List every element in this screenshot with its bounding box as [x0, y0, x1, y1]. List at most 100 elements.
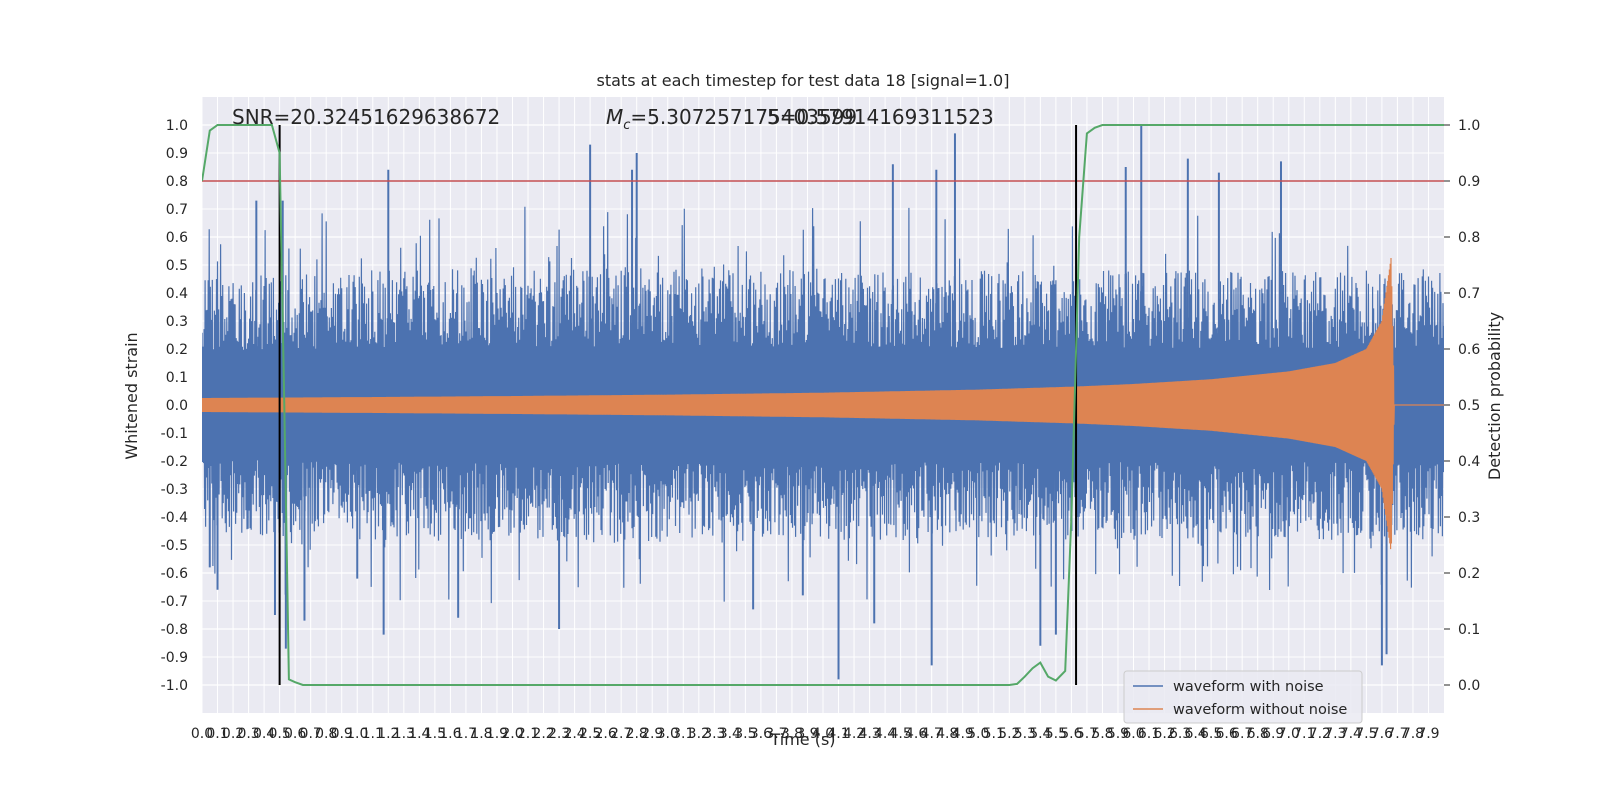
x-tick-label: 5.6 [1060, 726, 1082, 742]
x-tick-label: 1.7 [455, 726, 477, 742]
y-tick-label: 0.0 [166, 398, 188, 414]
legend-entry-clean: waveform without noise [1173, 702, 1347, 718]
x-tick-label: 7.3 [1324, 726, 1346, 742]
x-tick-label: 7.4 [1340, 726, 1362, 742]
x-tick-label: 6.2 [1153, 726, 1175, 742]
x-tick-label: 3.3 [703, 726, 725, 742]
x-tick-label: 6.6 [1216, 726, 1238, 742]
x-tick-label: 1.2 [377, 726, 399, 742]
y-tick-label: -0.2 [161, 454, 188, 470]
x-tick-label: 0.0 [191, 726, 213, 742]
x-tick-label: 6.3 [1169, 726, 1191, 742]
y-tick-label: 0.5 [166, 258, 188, 274]
y2-tick-label: 0.2 [1458, 566, 1480, 582]
x-tick-label: 2.3 [548, 726, 570, 742]
x-axis-label: Time (s) [769, 730, 835, 749]
x-tick-label: 2.7 [610, 726, 632, 742]
y-tick-label: -0.4 [161, 510, 188, 526]
x-tick-label: 3.6 [750, 726, 772, 742]
x-tick-label: 6.8 [1247, 726, 1269, 742]
x-tick-label: 7.9 [1417, 726, 1439, 742]
x-tick-label: 1.9 [486, 726, 508, 742]
y-axis-label: Whitened strain [122, 332, 141, 459]
x-tick-label: 3.1 [672, 726, 694, 742]
y-tick-label: 0.9 [166, 146, 188, 162]
x-tick-label: 5.1 [983, 726, 1005, 742]
x-tick-label: 0.4 [253, 726, 275, 742]
x-tick-label: 1.1 [362, 726, 384, 742]
x-tick-label: 2.1 [517, 726, 539, 742]
x-tick-label: 1.8 [470, 726, 492, 742]
y2-tick-label: 0.6 [1458, 342, 1480, 358]
vertical-markers [278, 125, 1078, 685]
x-tick-label: 4.1 [827, 726, 849, 742]
x-tick-label: 2.0 [501, 726, 523, 742]
y2-tick-label: 0.9 [1458, 174, 1480, 190]
x-tick-label: 3.0 [657, 726, 679, 742]
y2-tick-label: 0.8 [1458, 230, 1480, 246]
x-tick-label: 7.0 [1278, 726, 1300, 742]
x-tick-label: 1.3 [393, 726, 415, 742]
snr-annotation: SNR=20.32451629638672 [232, 105, 500, 129]
y-tick-label: 0.1 [166, 370, 188, 386]
y2-tick-label: 0.0 [1458, 678, 1480, 694]
x-tick-label: 6.1 [1138, 726, 1160, 742]
x-tick-label: 7.5 [1355, 726, 1377, 742]
x-tick-label: 3.2 [688, 726, 710, 742]
chirp-mass-subscript: c [623, 118, 630, 133]
y-tick-label: 1.0 [166, 118, 188, 134]
y-tick-label: -0.9 [161, 650, 188, 666]
x-tick-label: 0.5 [268, 726, 290, 742]
x-tick-label: 5.5 [1045, 726, 1067, 742]
x-tick-label: 4.3 [858, 726, 880, 742]
x-tick-label: 4.2 [843, 726, 865, 742]
x-tick-label: 0.2 [222, 726, 244, 742]
y2-tick-label: 0.5 [1458, 398, 1480, 414]
x-tick-label: 2.9 [641, 726, 663, 742]
x-tick-label: 3.8 [781, 726, 803, 742]
y-tick-label: 0.2 [166, 342, 188, 358]
x-tick-label: 6.0 [1122, 726, 1144, 742]
y2-tick-label: 0.7 [1458, 286, 1480, 302]
chart-title: stats at each timestep for test data 18 … [597, 71, 1010, 90]
x-tick-label: 0.9 [331, 726, 353, 742]
y2-tick-label: 0.1 [1458, 622, 1480, 638]
x-tick-label: 5.4 [1029, 726, 1051, 742]
x-tick-label: 5.3 [1014, 726, 1036, 742]
x-tick-label: 1.4 [408, 726, 430, 742]
x-tick-label: 5.0 [967, 726, 989, 742]
x-tick-label: 4.9 [952, 726, 974, 742]
y-tick-label: -0.3 [161, 482, 188, 498]
chirp-mass-annotation: Mc=5.307257175403599 [606, 105, 857, 133]
y2-tick-label: 0.4 [1458, 454, 1480, 470]
y-tick-label: -0.7 [161, 594, 188, 610]
x-tick-label: 7.6 [1371, 726, 1393, 742]
x-tick-label: 4.7 [921, 726, 943, 742]
series-waveform-with-noise [202, 206, 1444, 604]
x-tick-label: 7.1 [1293, 726, 1315, 742]
x-tick-label: 6.5 [1200, 726, 1222, 742]
x-tick-label: 7.2 [1309, 726, 1331, 742]
y-tick-label: 0.7 [166, 202, 188, 218]
x-tick-label: 1.5 [424, 726, 446, 742]
x-tick-label: 4.4 [874, 726, 896, 742]
x-tick-label: 6.9 [1262, 726, 1284, 742]
x-tick-label: 0.8 [315, 726, 337, 742]
x-tick-label: 5.7 [1076, 726, 1098, 742]
x-tick-label: 5.8 [1091, 726, 1113, 742]
legend: waveform with noise waveform without noi… [1123, 670, 1363, 724]
x-tick-label: 6.4 [1184, 726, 1206, 742]
x-tick-label: 2.8 [626, 726, 648, 742]
x-tick-label: 0.6 [284, 726, 306, 742]
x-tick-label: 1.6 [439, 726, 461, 742]
x-tick-label: 4.8 [936, 726, 958, 742]
series-detection-probability [202, 124, 1444, 686]
x-tick-label: 2.2 [532, 726, 554, 742]
axes-ticks: 0.00.10.20.30.40.50.60.70.80.91.01.11.21… [161, 118, 1481, 742]
series-waveform-without-noise [202, 257, 1444, 550]
y2-tick-label: 1.0 [1458, 118, 1480, 134]
x-tick-label: 3.5 [734, 726, 756, 742]
y2-axis-label: Detection probability [1485, 312, 1504, 480]
y-tick-label: -0.8 [161, 622, 188, 638]
